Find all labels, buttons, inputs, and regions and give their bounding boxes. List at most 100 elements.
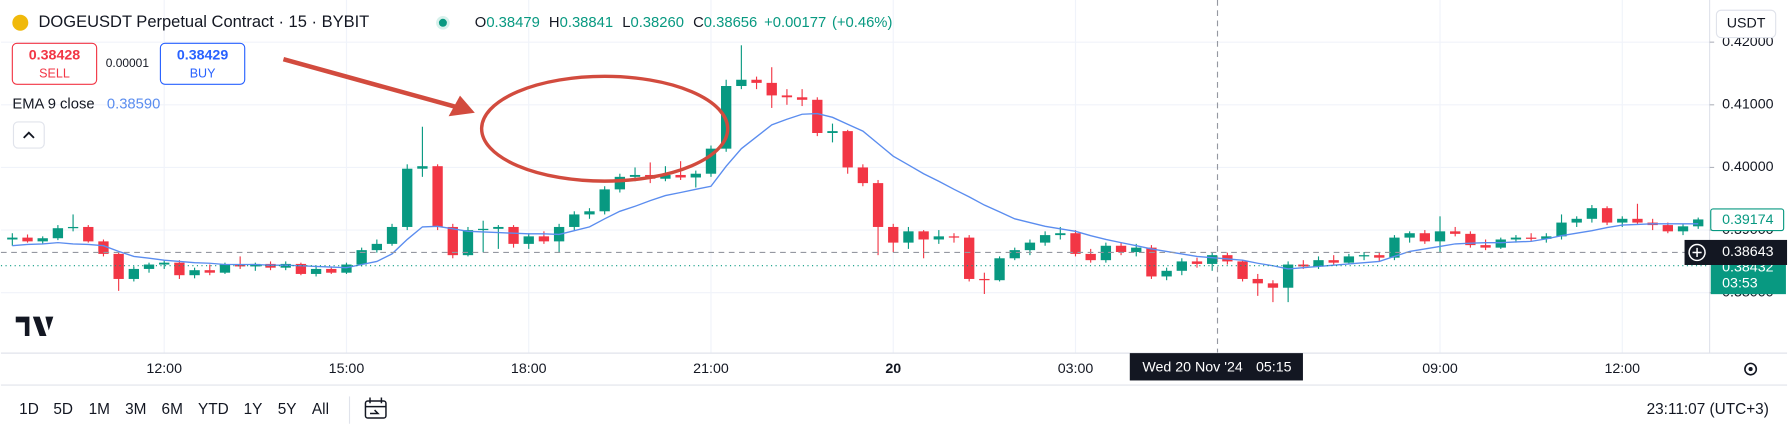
candle-body [1252,278,1263,284]
candle-body [295,263,307,274]
axes: 0.420000.410000.400000.390000.3800012:00… [0,0,1788,386]
candle-body [189,270,200,276]
ohlc-key: C [693,15,704,31]
symbol-icon [12,14,29,31]
candle-body [1601,208,1613,223]
ohlc-legend: O0.38479 H0.38841 L0.38260 C0.38656 +0.00177… [475,15,893,31]
marks [0,0,1710,354]
candle-body [1267,283,1279,288]
range-button[interactable]: 5D [53,401,73,418]
crosshair-price: 0.38643 [1722,244,1773,260]
range-button[interactable]: All [312,401,329,418]
candle-body [174,262,185,276]
candle-body [159,262,170,265]
candle-body [1313,260,1324,267]
change-pct: (+0.46%) [832,15,893,31]
chart-title: DOGEUSDT Perpetual Contract · 15 · BYBIT [39,13,370,31]
candle-body [1282,264,1294,288]
crosshair-date-box [1129,353,1303,381]
candle-body [1115,245,1127,253]
candle-body [402,168,413,227]
candle-body [660,174,671,179]
ohlc-key: O [475,15,487,31]
candle-body [569,214,580,227]
candle-body [1389,237,1400,258]
change: +0.00177 [764,15,826,31]
crosshair-time: 05:15 [1256,360,1292,376]
candle-body [113,253,124,279]
candle-body [1009,250,1020,259]
candle-body [736,79,747,87]
candle-body [888,226,899,243]
sell-label: SELL [39,66,70,80]
candle-body [7,237,18,240]
ema-legend-name: EMA 9 close [12,97,94,113]
candle-body [1586,208,1598,219]
candle-body [1480,245,1491,248]
candle-body [1085,253,1096,261]
candle-body [143,264,155,269]
ohlc-value: 0.38260 [630,15,684,31]
candle-body [447,226,458,256]
candle-body [584,211,595,215]
ohlc-value: 0.38656 [704,15,758,31]
candle-body [1434,231,1446,242]
candle-body [1328,260,1339,263]
countdown-label: 03:53 [1722,276,1758,292]
candle-body [1039,235,1051,243]
x-tick-label: 18:00 [511,361,547,377]
candle-body [341,264,352,273]
candle-body [675,174,686,178]
currency-button[interactable] [1715,9,1777,39]
buy-button[interactable] [159,42,246,85]
status-dot [438,18,447,27]
candle-body [1465,233,1476,246]
range-button[interactable]: 6M [162,401,183,418]
candle-body [629,174,641,177]
x-tick-label: 21:00 [693,361,729,377]
candle-body [326,268,337,273]
x-tick-label: 15:00 [329,361,365,377]
candle-body [1207,255,1218,264]
candle-body [1450,231,1461,234]
overlay [282,57,730,183]
date-range-icon[interactable] [364,400,387,419]
candle-body [1374,255,1385,258]
candle-body [1419,233,1430,242]
candle-body [83,226,94,242]
candle-body [1632,218,1643,223]
candle-body [1146,247,1157,277]
candle-body [1662,225,1673,232]
settings-icon[interactable] [1744,362,1758,376]
candle-body [842,131,853,168]
candle-body [234,264,246,267]
candle-body [857,167,869,184]
range-button[interactable]: 1M [89,401,110,418]
candle-body [432,166,443,227]
candle-body [1070,233,1081,254]
collapse-button[interactable] [12,121,45,149]
range-button[interactable]: 3M [125,401,146,418]
candle-body [538,236,550,242]
sell-price: 0.38428 [29,48,80,64]
sell-button[interactable] [11,42,98,85]
candle-body [523,236,534,244]
clock: 23:11:07 (UTC+3) [1647,401,1769,418]
logo [15,316,54,337]
candle-body [37,238,48,242]
candle-body [918,231,929,240]
candle-body [933,236,944,240]
candle-body [1541,236,1552,239]
range-button[interactable]: YTD [198,401,229,418]
candle-body [1525,237,1537,239]
range-button[interactable]: 5Y [278,401,297,418]
range-button[interactable]: 1D [19,401,39,418]
candle-body [1161,270,1172,277]
candle-body [310,268,322,274]
candle-body [690,173,701,178]
grid [0,0,1710,354]
collapse-icon [23,131,35,139]
range-button[interactable]: 1Y [244,401,263,418]
